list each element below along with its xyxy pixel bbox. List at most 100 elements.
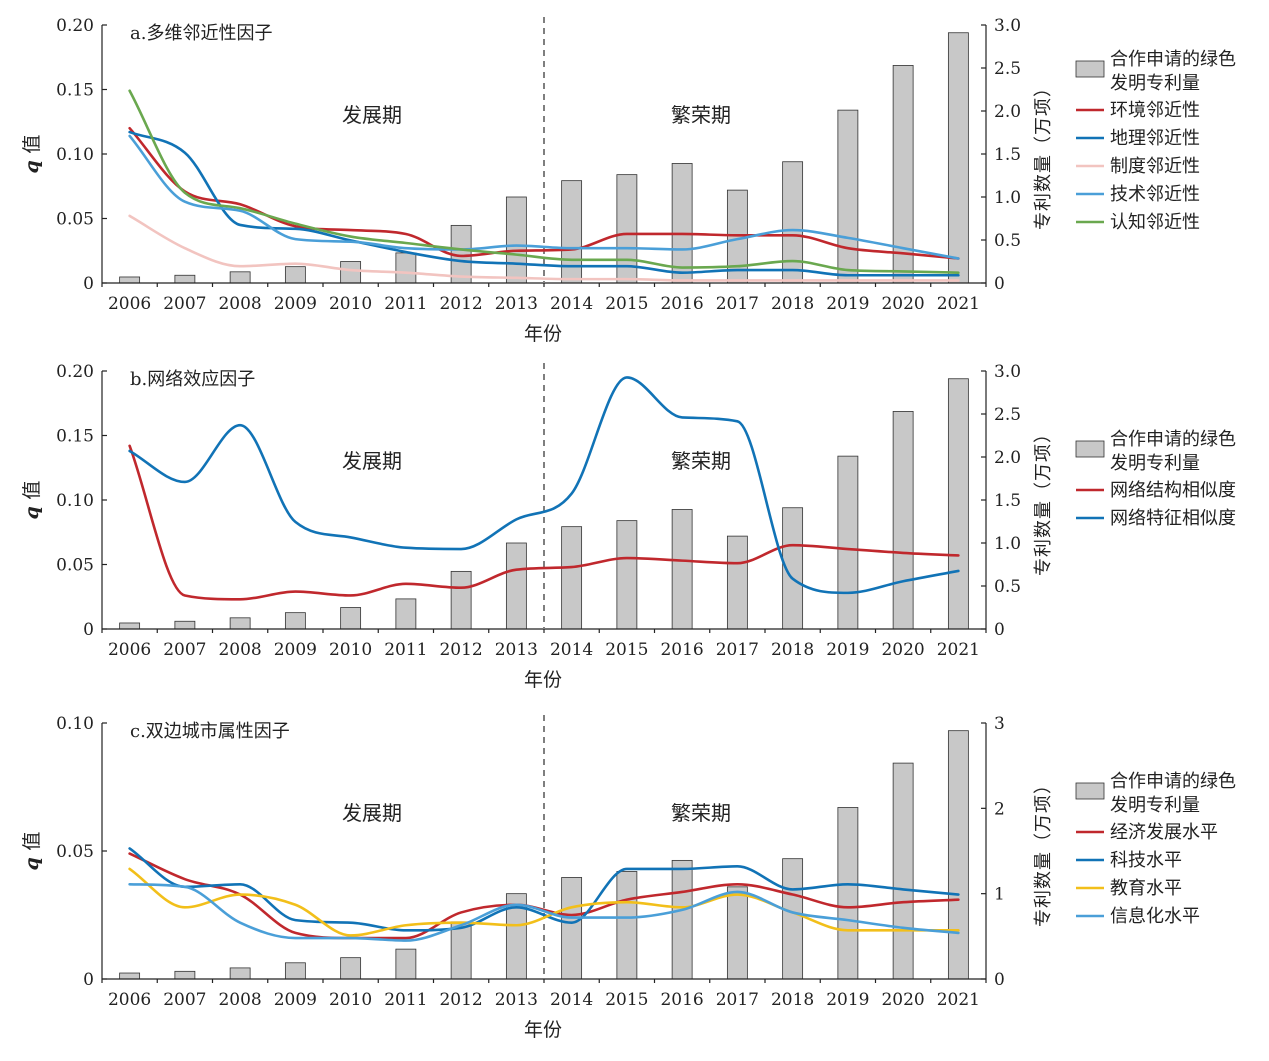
bar <box>726 886 748 980</box>
series-line-5 <box>128 89 960 274</box>
series-line-1 <box>128 126 960 260</box>
legend-label: 教育水平 <box>1110 878 1182 899</box>
bar <box>340 261 362 284</box>
legend-label: 经济发展水平 <box>1110 822 1218 843</box>
x-tick-label: 2008 <box>218 990 261 1010</box>
x-tick-label: 2009 <box>274 640 317 660</box>
y-axis-title-italic: q <box>21 851 43 871</box>
x-tick-label: 2021 <box>937 640 980 660</box>
x-tick-label: 2006 <box>108 990 151 1010</box>
legend-label: 信息化水平 <box>1110 906 1200 927</box>
bar <box>395 598 417 630</box>
bar <box>892 762 914 980</box>
x-tick-label: 2016 <box>660 294 703 314</box>
y-axis-title-left: q 值 <box>21 135 43 174</box>
x-tick-label: 2021 <box>937 294 980 314</box>
bar <box>782 161 804 284</box>
y-tick-label-right: 0 <box>994 970 1005 990</box>
y-tick-label-right: 2.5 <box>994 405 1021 425</box>
x-tick-label: 2014 <box>550 294 593 314</box>
y-tick-label-right: 0.5 <box>994 231 1021 251</box>
x-tick-label: 2010 <box>329 640 372 660</box>
y-tick-label-left: 0 <box>83 274 94 294</box>
chart-panel-3: 0 0.05 0.10 0 1 2 3 2006 2007 2008 2009 2010 2011 201… <box>21 714 1236 1041</box>
x-tick-label: 2013 <box>495 990 538 1010</box>
phase-label-development: 发展期 <box>342 801 402 825</box>
x-axis-title: 年份 <box>524 323 562 345</box>
bar <box>450 921 472 980</box>
x-tick-label: 2006 <box>108 294 151 314</box>
legend-bar-label: 合作申请的绿色 <box>1110 49 1236 70</box>
y-tick-label-right: 2 <box>994 799 1005 819</box>
y-tick-label-right: 0.5 <box>994 577 1021 597</box>
legend-label: 认知邻近性 <box>1110 212 1200 233</box>
series-line-3 <box>128 214 960 282</box>
y-axis-title-right: 专利数量（万项） <box>1033 424 1054 576</box>
bar <box>284 266 306 284</box>
x-axis-title: 年份 <box>524 1019 562 1041</box>
y-tick-label-right: 1.0 <box>994 534 1021 554</box>
legend-bar-swatch <box>1075 440 1105 458</box>
x-tick-label: 2021 <box>937 990 980 1010</box>
x-tick-label: 2013 <box>495 294 538 314</box>
x-tick-label: 2012 <box>439 990 482 1010</box>
legend-label: 科技水平 <box>1110 850 1182 871</box>
x-tick-label: 2007 <box>163 990 206 1010</box>
legend-bar-label: 合作申请的绿色 <box>1110 429 1236 450</box>
bar <box>229 271 251 284</box>
series-line-4 <box>128 882 960 942</box>
x-tick-label: 2011 <box>384 294 427 314</box>
y-axis-title-left: q 值 <box>21 481 43 520</box>
bar <box>561 526 583 630</box>
x-tick-label: 2008 <box>218 640 261 660</box>
x-tick-label: 2006 <box>108 640 151 660</box>
x-tick-label: 2010 <box>329 990 372 1010</box>
legend-bar-label: 合作申请的绿色 <box>1110 771 1236 792</box>
x-tick-label: 2009 <box>274 990 317 1010</box>
y-axis-title-right: 专利数量（万项） <box>1033 775 1054 927</box>
y-tick-label-right: 3 <box>994 714 1005 734</box>
bar <box>671 509 693 630</box>
x-tick-label: 2007 <box>163 294 206 314</box>
panel-title: a.多维邻近性因子 <box>130 23 272 44</box>
series-line-3 <box>128 867 960 937</box>
bar <box>561 877 583 980</box>
phase-label-development: 发展期 <box>342 103 402 127</box>
series-line-2 <box>128 376 960 595</box>
x-tick-label: 2017 <box>716 990 759 1010</box>
y-tick-label-right: 3.0 <box>994 362 1021 382</box>
y-tick-label-left: 0.10 <box>56 714 94 734</box>
x-tick-label: 2018 <box>771 990 814 1010</box>
x-tick-label: 2011 <box>384 990 427 1010</box>
x-tick-label: 2010 <box>329 294 372 314</box>
phase-label-prosperity: 繁荣期 <box>671 801 731 825</box>
legend-label: 环境邻近性 <box>1110 100 1200 121</box>
legend-label: 制度邻近性 <box>1110 156 1200 177</box>
y-tick-label-right: 0 <box>994 274 1005 294</box>
y-axis-title-italic: q <box>21 500 43 520</box>
x-tick-label: 2014 <box>550 640 593 660</box>
x-tick-label: 2018 <box>771 640 814 660</box>
bar <box>947 32 969 284</box>
bar <box>174 274 196 284</box>
phase-label-prosperity: 繁荣期 <box>671 449 731 473</box>
bar <box>671 163 693 284</box>
y-tick-label-right: 1.0 <box>994 188 1021 208</box>
bar <box>837 455 859 630</box>
y-tick-label-right: 1.5 <box>994 145 1021 165</box>
x-tick-label: 2015 <box>605 294 648 314</box>
y-tick-label-left: 0 <box>83 620 94 640</box>
y-tick-label-left: 0.20 <box>56 362 94 382</box>
bar <box>340 957 362 980</box>
bar <box>395 252 417 284</box>
x-tick-label: 2019 <box>826 294 869 314</box>
series-line-4 <box>128 134 960 260</box>
series-line-1 <box>128 444 960 601</box>
bar <box>505 196 527 284</box>
legend-bar-label: 发明专利量 <box>1110 73 1200 94</box>
panel-title: c.双边城市属性因子 <box>130 721 290 742</box>
